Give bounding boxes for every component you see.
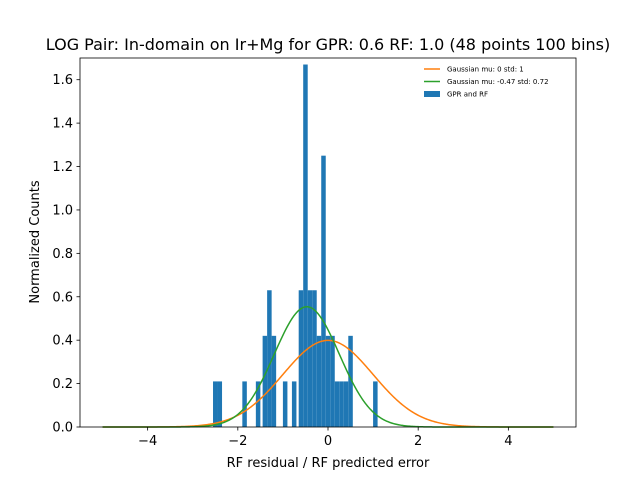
y-tick-label: 1.2 xyxy=(52,160,73,175)
histogram-bar xyxy=(217,381,223,427)
histogram-bar xyxy=(282,381,288,427)
histogram-bar xyxy=(334,381,340,427)
histogram-bar xyxy=(316,335,322,427)
histogram-bar xyxy=(255,381,261,427)
legend-label: GPR and RF xyxy=(447,91,488,99)
y-tick-label: 0.2 xyxy=(52,377,73,392)
histogram-bar xyxy=(267,290,272,427)
legend-label: Gaussian mu: 0 std: 1 xyxy=(447,66,524,74)
y-axis-title: Normalized Counts xyxy=(28,180,43,303)
x-tick-label: 2 xyxy=(414,434,422,449)
x-tick-label: −4 xyxy=(138,434,157,449)
y-tick-label: 1.4 xyxy=(52,117,73,132)
legend-swatch-patch xyxy=(424,91,440,97)
y-tick-label: 0.6 xyxy=(52,290,73,305)
legend-label: Gaussian mu: -0.47 std: 0.72 xyxy=(447,78,549,86)
y-tick-label: 1.6 xyxy=(52,73,73,88)
x-tick-label: 0 xyxy=(324,434,332,449)
histogram-bar xyxy=(343,381,349,427)
histogram-bar xyxy=(339,381,344,427)
y-tick-label: 0.4 xyxy=(52,334,73,349)
histogram-bar xyxy=(307,290,313,427)
histogram-bar xyxy=(330,335,335,427)
histogram-bar xyxy=(303,64,308,427)
histogram-bar xyxy=(325,335,331,427)
histogram-bar xyxy=(348,335,353,427)
y-tick-label: 1.0 xyxy=(52,203,73,218)
histogram-bar xyxy=(242,381,247,427)
x-axis-title: RF residual / RF predicted error xyxy=(227,456,430,471)
histogram-bar xyxy=(321,155,326,428)
y-tick-label: 0.8 xyxy=(52,247,73,262)
x-tick-label: 4 xyxy=(504,434,512,449)
histogram-bar xyxy=(291,381,297,427)
plot-area: −4 −2 0 2 4 0.0 0.2 0.4 0.6 0.8 1.0 1.2 1.4 1.6 xyxy=(52,57,577,449)
chart-title: LOG Pair: In-domain on Ir+Mg for GPR: 0.… xyxy=(46,35,611,54)
histogram-bar xyxy=(373,381,378,427)
legend: Gaussian mu: 0 std: 1 Gaussian mu: -0.47 … xyxy=(424,66,549,99)
histogram-bar xyxy=(298,290,304,427)
histogram-bar xyxy=(312,290,317,427)
y-tick-label: 0.0 xyxy=(52,421,73,436)
histogram-bar xyxy=(262,335,268,427)
x-tick-label: −2 xyxy=(228,434,247,449)
histogram-bar xyxy=(271,335,277,427)
histogram-bar xyxy=(213,381,218,427)
